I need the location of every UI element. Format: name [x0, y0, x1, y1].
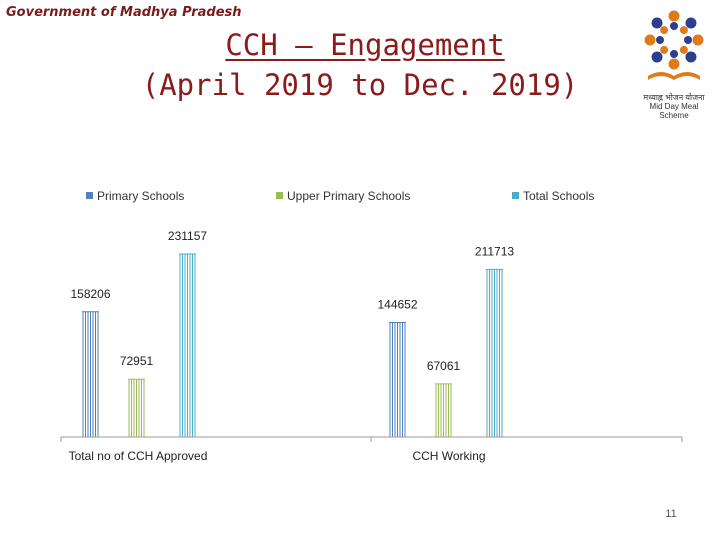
category-label: CCH Working: [412, 449, 485, 463]
mid-day-meal-logo: मध्याह्न भोजन योजना Mid Day Meal Scheme: [634, 4, 714, 120]
logo-figure-head: [692, 34, 704, 46]
legend-label: Upper Primary Schools: [287, 189, 410, 203]
bar: [435, 383, 452, 437]
legend-label: Primary Schools: [97, 189, 184, 203]
chart-data-labels: 158206 72951 231157 144652 67061 211713: [70, 229, 514, 373]
page-number: 11: [665, 508, 677, 520]
legend-swatch: [512, 192, 519, 199]
legend-swatch: [276, 192, 283, 199]
x-axis-category-labels: Total no of CCH Approved CCH Working: [69, 449, 486, 463]
data-label: 67061: [427, 359, 461, 373]
bar: [486, 268, 503, 437]
logo-caption-english: Mid Day Meal Scheme: [649, 102, 699, 120]
logo-figure-body: [656, 36, 664, 44]
logo-figure-head: [651, 51, 663, 63]
data-label: 72951: [120, 354, 154, 368]
category-label: Total no of CCH Approved: [69, 449, 208, 463]
chart-bars: [82, 253, 503, 437]
government-label: Government of Madhya Pradesh: [6, 5, 242, 20]
logo-figure-head: [685, 17, 697, 29]
chart-legend: Primary Schools Upper Primary Schools Tota…: [86, 189, 594, 203]
bar: [82, 311, 99, 437]
bar: [179, 253, 196, 437]
logo-caption-hindi: मध्याह्न भोजन योजना: [643, 93, 705, 102]
data-label: 144652: [377, 297, 417, 311]
x-axis-ticks: [60, 437, 683, 442]
legend-swatch: [86, 192, 93, 199]
title-line-1: CCH – Engagement: [225, 28, 505, 62]
logo-emblem-icon: [644, 10, 704, 80]
bar: [389, 321, 406, 437]
logo-figure-body: [679, 26, 688, 35]
logo-figure-head: [651, 17, 663, 29]
bar: [128, 378, 145, 437]
data-label: 211713: [475, 244, 514, 258]
logo-figure-body: [679, 45, 688, 54]
legend-label: Total Schools: [523, 189, 594, 203]
logo-figure-body: [684, 36, 692, 44]
logo-figure-body: [670, 22, 678, 30]
logo-figure-head: [644, 34, 656, 46]
page-subtitle: (April 2019 to Dec. 2019): [141, 68, 579, 102]
logo-figure-head: [668, 58, 680, 70]
data-label: 231157: [168, 229, 207, 243]
logo-figure-head: [668, 10, 680, 22]
logo-figure-body: [660, 26, 669, 35]
page-title: CCH – Engagement: [0, 28, 720, 62]
logo-figure-head: [685, 51, 697, 63]
data-label: 158206: [70, 287, 110, 301]
logo-figure-body: [670, 50, 678, 58]
logo-figure-body: [660, 45, 669, 54]
